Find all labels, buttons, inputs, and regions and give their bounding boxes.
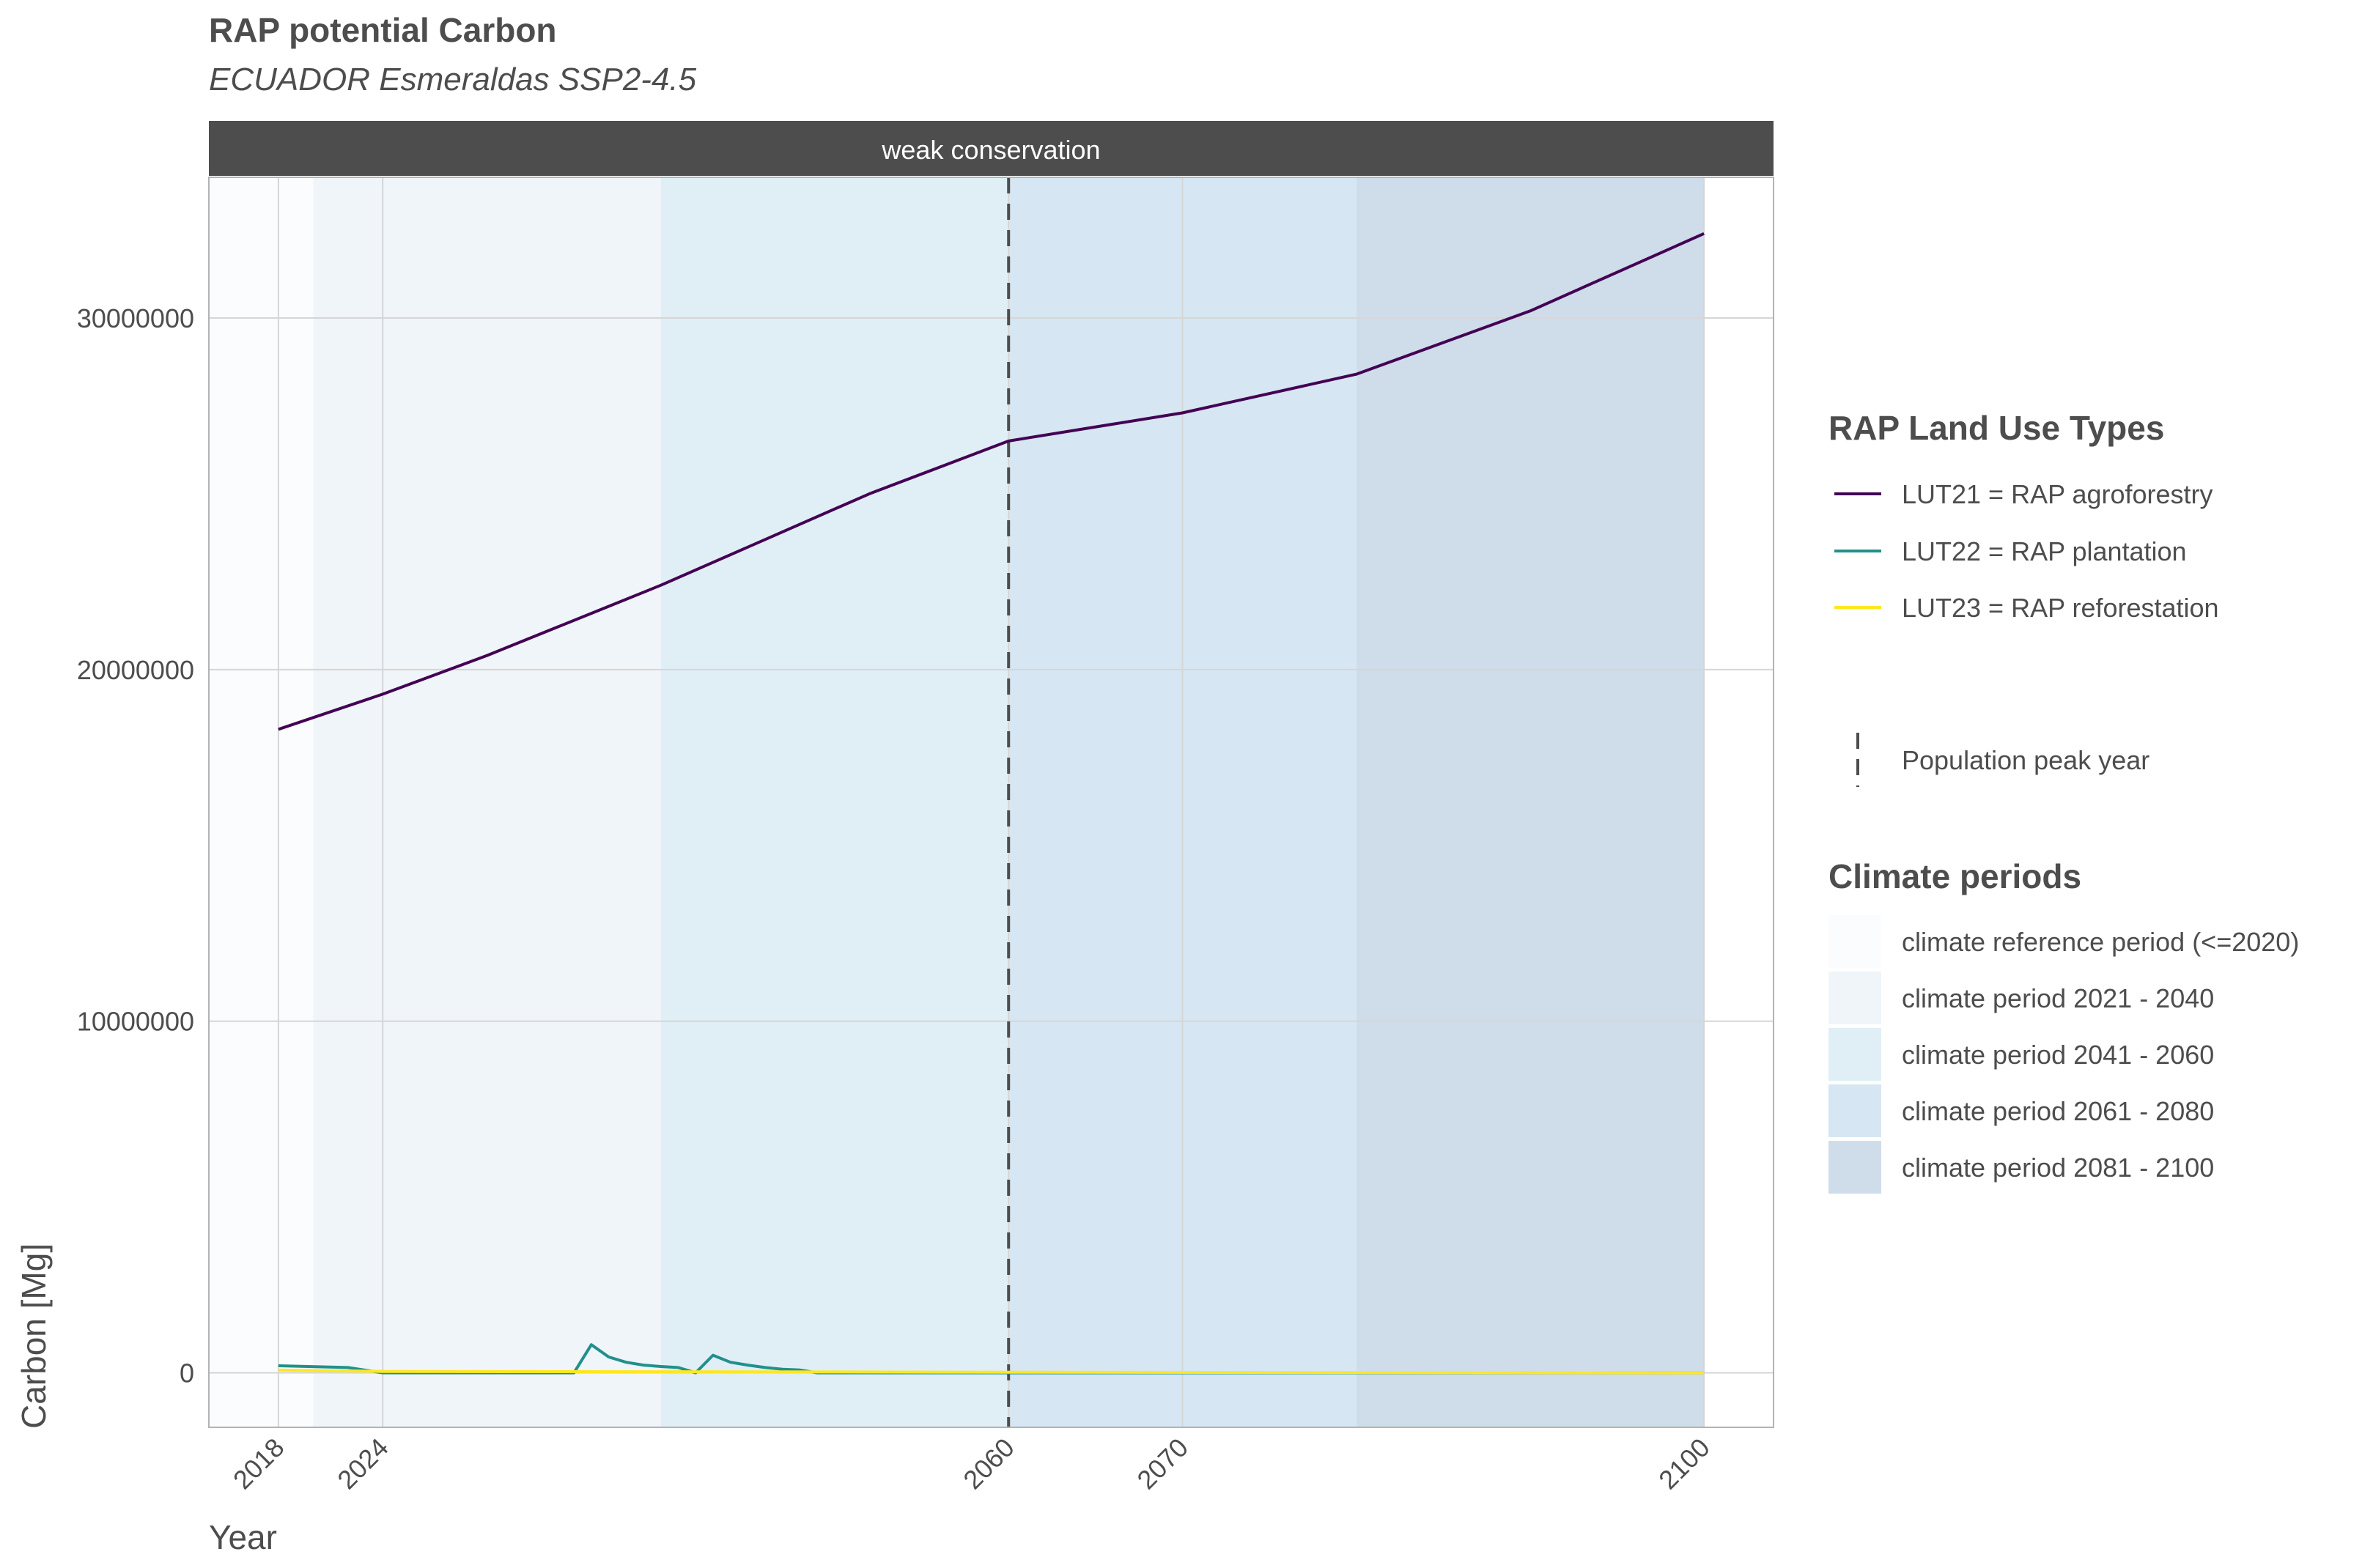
chart-title: RAP potential Carbon — [209, 11, 557, 49]
climate-legend-label-4: climate period 2081 - 2100 — [1902, 1153, 2214, 1183]
climate-legend-label-1: climate period 2021 - 2040 — [1902, 983, 2214, 1013]
climate-legend-key-0 — [1828, 915, 1881, 968]
climate-period-band-1 — [313, 177, 661, 1427]
climate-legend-key-2 — [1828, 1028, 1881, 1081]
climate-legend-key-1 — [1828, 972, 1881, 1024]
legend-title: RAP Land Use Types — [1828, 409, 2164, 447]
y-tick-label-0: 0 — [180, 1358, 194, 1388]
series-line-0 — [278, 232, 1705, 731]
climate-period-band-0 — [209, 177, 314, 1427]
legend-label-population-peak: Population peak year — [1902, 745, 2149, 775]
x-tick-label-2: 2060 — [957, 1432, 1020, 1495]
legend-label-1: LUT22 = RAP plantation — [1902, 536, 2187, 566]
chart-subtitle: ECUADOR Esmeraldas SSP2-4.5 — [209, 62, 697, 97]
y-tick-label-1: 10000000 — [77, 1007, 194, 1037]
x-tick-label-4: 2100 — [1653, 1432, 1716, 1495]
climate-legend-title: Climate periods — [1828, 857, 2081, 895]
climate-period-band-2 — [660, 177, 1009, 1427]
x-tick-label-1: 2024 — [331, 1432, 394, 1495]
y-tick-label-3: 30000000 — [77, 303, 194, 333]
climate-legend-key-4 — [1828, 1141, 1881, 1194]
legend-label-0: LUT21 = RAP agroforestry — [1902, 479, 2213, 509]
climate-legend-label-2: climate period 2041 - 2060 — [1902, 1040, 2214, 1070]
y-axis-title: Carbon [Mg] — [15, 1243, 53, 1429]
climate-legend-key-3 — [1828, 1084, 1881, 1137]
facet-strip — [209, 121, 1774, 176]
series-line-2 — [278, 1368, 1705, 1375]
climate-legend-label-3: climate period 2061 - 2080 — [1902, 1096, 2214, 1126]
legend-label-2: LUT23 = RAP reforestation — [1902, 593, 2219, 623]
x-tick-label-0: 2018 — [227, 1432, 290, 1495]
facet-strip-label: weak conservation — [881, 135, 1100, 165]
x-tick-label-3: 2070 — [1131, 1432, 1194, 1495]
climate-period-band-4 — [1356, 177, 1705, 1427]
y-tick-label-2: 20000000 — [77, 655, 194, 685]
climate-legend-label-0: climate reference period (<=2020) — [1902, 927, 2299, 957]
x-axis-title: Year — [209, 1518, 277, 1556]
panel-border — [208, 177, 1774, 1428]
